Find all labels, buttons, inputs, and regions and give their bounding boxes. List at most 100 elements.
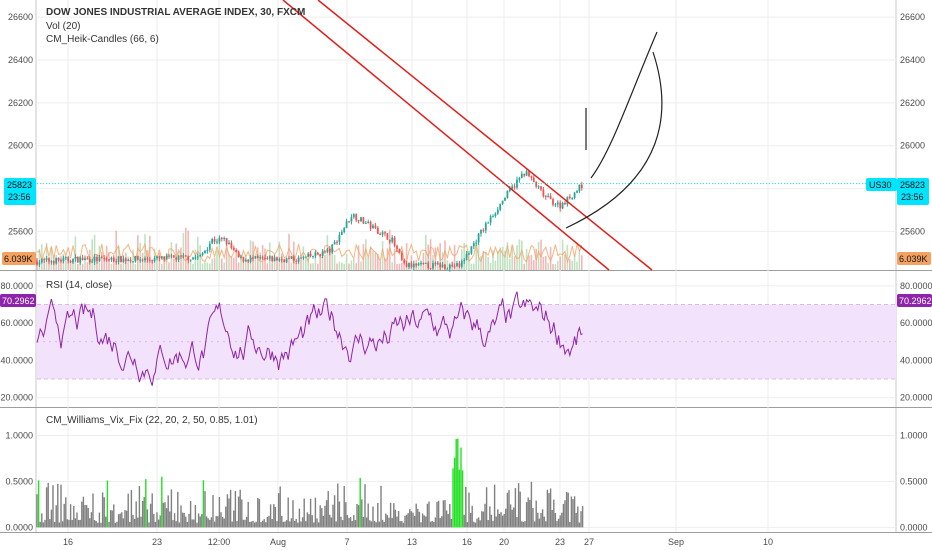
- vix-fix-bar: [92, 493, 94, 528]
- candle-body: [232, 247, 235, 251]
- vix-fix-bar: [226, 494, 229, 528]
- volume-bar: [530, 254, 533, 270]
- candle-body: [129, 259, 132, 262]
- trend-channel[interactable]: [282, 0, 653, 271]
- vix-fix-bar: [36, 494, 38, 528]
- right-rsi-badge: [897, 294, 932, 307]
- candle-body: [36, 261, 38, 265]
- candle-body: [312, 255, 314, 257]
- vix-fix-bar: [506, 492, 509, 528]
- vix-fix-bar: [485, 487, 488, 528]
- vix-fix-bar: [149, 503, 152, 528]
- vix-fix-bar: [148, 522, 150, 528]
- vix-fix-bar: [57, 483, 59, 528]
- volume-bar: [290, 262, 293, 270]
- vix-fix-bar: [210, 517, 213, 528]
- candle-body: [460, 261, 463, 267]
- vix-fix-bar: [265, 522, 267, 528]
- volume-bar: [576, 261, 578, 270]
- time-tick-label: 16: [63, 537, 73, 547]
- candle-body: [295, 260, 298, 262]
- candle-body: [556, 202, 559, 205]
- candle-body: [427, 262, 430, 269]
- volume-bar: [480, 255, 482, 270]
- vix-fix-bar: [271, 519, 273, 528]
- vix-fix-bar: [233, 510, 235, 528]
- volume-bar: [331, 250, 333, 270]
- vix-fix-bar: [237, 496, 240, 528]
- left-price-badge-value: 25823: [7, 180, 32, 190]
- candle-body: [117, 256, 120, 263]
- candle-body: [384, 232, 386, 234]
- vix-fix-bar: [380, 485, 382, 528]
- chart-title: DOW JONES INDUSTRIAL AVERAGE INDEX, 30, …: [46, 7, 305, 18]
- volume-bar: [509, 258, 511, 270]
- candle-body: [489, 216, 492, 223]
- candle-body: [537, 186, 540, 188]
- vix-fix-bar: [521, 521, 523, 528]
- price-candles: [36, 169, 583, 272]
- vix-fix-bar: [370, 521, 373, 528]
- vix-fix-bar: [183, 512, 185, 528]
- price-pane[interactable]: [36, 0, 896, 272]
- volume-bar: [547, 262, 549, 270]
- right-volume-badge: [897, 252, 931, 265]
- vix-fix-bar: [441, 516, 443, 528]
- vix-fix-bar: [311, 515, 313, 528]
- rsi-pane[interactable]: [36, 291, 583, 386]
- vix-fix-bar: [287, 497, 289, 528]
- candle-body: [542, 189, 545, 197]
- vix-fix-bar: [343, 486, 345, 528]
- candle-body: [110, 257, 113, 260]
- candle-body: [400, 252, 403, 260]
- volume-bar: [295, 262, 297, 270]
- vix-fix-bar: [530, 481, 533, 528]
- vix-fix-bar: [353, 515, 355, 528]
- vix-fix-bar: [284, 521, 286, 528]
- vix-fix-bar: [273, 504, 275, 528]
- volume-bar: [485, 251, 487, 270]
- heik-line: [36, 242, 583, 264]
- vix-fix-bar: [367, 503, 369, 528]
- volume-bar: [417, 262, 420, 270]
- vix-fix-bar: [276, 521, 278, 528]
- vix-fix-bar: [87, 507, 89, 528]
- vix-fix-bar: [108, 521, 110, 528]
- candle-body: [244, 259, 247, 262]
- vix-fix-bar: [285, 520, 288, 528]
- time-axis[interactable]: 16 23 12:00 Aug 7 13 16 20 23 27 Sep 10: [63, 537, 773, 547]
- freehand-drawings[interactable]: [565, 31, 663, 229]
- vix-fix-pane[interactable]: [36, 438, 584, 528]
- vix-fix-bar: [225, 506, 227, 528]
- left-volume-badge: [2, 252, 36, 265]
- volume-bar: [48, 261, 50, 270]
- candle-body: [283, 259, 286, 263]
- volume-bar: [237, 262, 240, 270]
- vix-fix-bar: [90, 512, 93, 528]
- candle-body: [528, 171, 530, 177]
- vix-fix-bar: [428, 501, 430, 528]
- volume-bar: [578, 249, 581, 270]
- candle-body: [280, 259, 283, 261]
- candle-body: [436, 263, 439, 265]
- volume-bar: [441, 252, 444, 270]
- rsi-tick-label: 20.0000: [900, 393, 932, 403]
- vix-fix-bar: [578, 522, 581, 528]
- vix-fix-bar: [68, 519, 70, 528]
- volume-bar: [120, 263, 122, 270]
- time-tick-label: 12:00: [208, 537, 231, 547]
- vix-fix-bar: [127, 493, 129, 528]
- vix-fix-bar: [524, 521, 526, 528]
- vix-fix-bar: [140, 516, 142, 528]
- candle-body: [278, 259, 281, 261]
- volume-bar: [122, 262, 125, 270]
- candle-body: [122, 258, 125, 263]
- price-tick-label: 26000: [900, 141, 925, 151]
- vix-fix-bar: [114, 522, 117, 528]
- volume-bar: [199, 245, 201, 270]
- volume-bar: [149, 235, 151, 270]
- vix-fix-bar: [402, 522, 405, 528]
- vix-fix-bar: [337, 483, 339, 528]
- vix-fix-bar: [396, 516, 398, 528]
